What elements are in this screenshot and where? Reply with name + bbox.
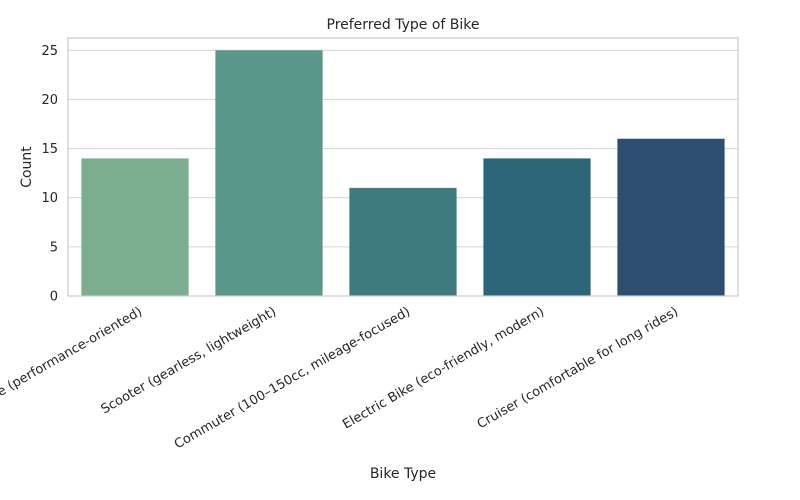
- chart-title: Preferred Type of Bike: [327, 17, 480, 33]
- y-tick-label: 25: [41, 44, 58, 59]
- bar: [215, 50, 323, 297]
- x-tick-labels: Sports Bike (performance-oriented)Scoote…: [0, 304, 681, 452]
- bars: [81, 50, 725, 297]
- x-tick-label: Sports Bike (performance-oriented): [0, 304, 145, 432]
- bar: [81, 158, 189, 296]
- x-axis-label: Bike Type: [370, 466, 436, 482]
- y-tick-label: 10: [41, 191, 58, 206]
- bar: [349, 187, 457, 296]
- y-tick-label: 5: [50, 240, 58, 255]
- y-tick-labels: 0 5 10 15 20 25: [41, 44, 58, 305]
- y-tick-label: 0: [50, 290, 58, 305]
- y-tick-label: 15: [41, 142, 58, 157]
- bar: [617, 138, 725, 296]
- x-tick-label: Commuter (100–150cc, mileage-focused): [172, 304, 413, 452]
- bar: [483, 158, 591, 296]
- y-tick-label: 20: [41, 93, 58, 108]
- y-axis-label: Count: [19, 146, 35, 188]
- plot-frame: [67, 37, 739, 297]
